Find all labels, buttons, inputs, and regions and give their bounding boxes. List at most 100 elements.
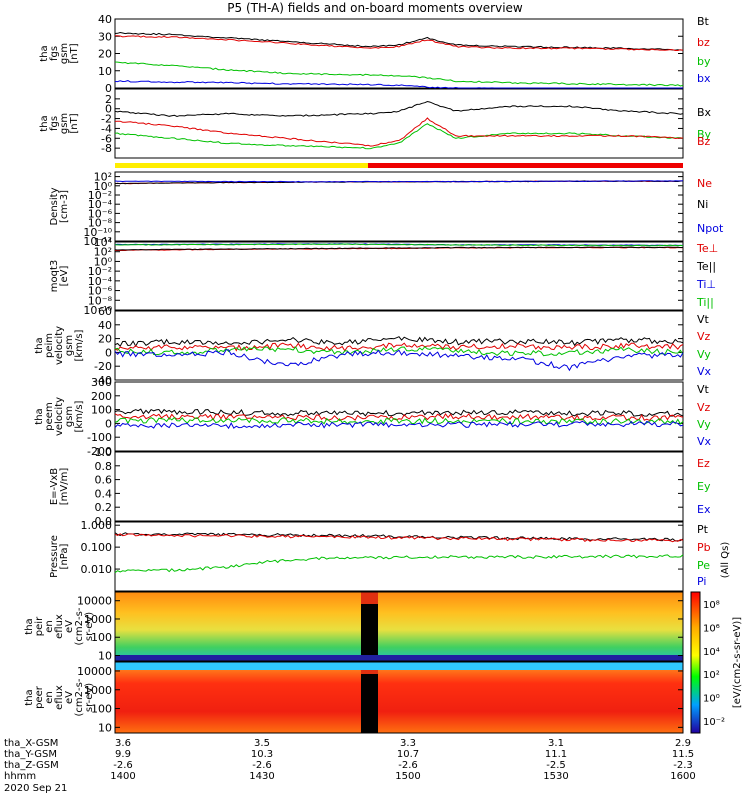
data-gap-top — [361, 592, 378, 604]
y-tick-label: 10⁻¹² — [83, 235, 112, 248]
y-tick-label: -40 — [94, 374, 112, 387]
series-line-bz — [115, 35, 684, 51]
legend-label: Ex — [697, 503, 711, 516]
y-tick-label: -2 — [101, 113, 112, 126]
y-axis-label: peir — [34, 616, 45, 636]
y-axis-label: eflux — [54, 614, 65, 639]
y-tick-label: 100 — [91, 703, 112, 716]
legend-label: Ti⊥ — [696, 278, 716, 291]
x-tick-label: 3.5 — [254, 738, 270, 749]
x-row-label: tha_Z-GSM — [4, 760, 59, 771]
y-tick-label: 10² — [94, 246, 112, 259]
y-tick-label: 20 — [98, 333, 112, 346]
series-line-Pb — [114, 533, 684, 543]
y-tick-label: 10 — [98, 650, 112, 663]
y-axis-label: Pressure — [49, 535, 60, 578]
x-tick-label: 11.1 — [545, 749, 567, 760]
y-axis-label: eflux — [54, 685, 65, 710]
y-axis-label: [nPa] — [59, 543, 70, 569]
legend-label: Vt — [697, 313, 710, 326]
y-tick-label: -20 — [94, 360, 112, 373]
legend-label: Vz — [697, 330, 711, 343]
legend-label: Npot — [697, 222, 724, 235]
y-tick-label: 60 — [98, 305, 112, 318]
x-axis-labels: tha_X-GSM 3.6 3.5 3.3 3.1 2.9 tha_Y-GSM 9.9 10.3… — [4, 738, 696, 794]
colorbar-tick-label: 10² — [703, 670, 720, 681]
legend-label: Bx — [697, 106, 712, 119]
legend-label: Vx — [697, 365, 712, 378]
x-tick-label: 1500 — [395, 771, 420, 782]
y-tick-label: 0 — [105, 82, 112, 95]
panel-frame — [114, 381, 684, 452]
x-tick-label: 1530 — [543, 771, 568, 782]
x-row-label: hhmm — [4, 771, 36, 782]
y-tick-label: 0.4 — [95, 487, 113, 500]
legend-label: By — [697, 128, 712, 141]
colorbar-gradient — [690, 591, 701, 734]
y-axis-label: (cm2-s- — [74, 678, 85, 716]
y-tick-label: 10⁻⁸ — [88, 294, 113, 307]
y-tick-label: 0 — [105, 346, 112, 359]
legend-label: Ey — [697, 480, 711, 493]
y-tick-label: 10⁻² — [88, 189, 112, 202]
y-tick-label: 100 — [91, 404, 112, 417]
y-axis-label: Density — [49, 187, 60, 225]
y-tick-label: 300 — [91, 376, 112, 389]
y-tick-label: 1000 — [84, 613, 112, 626]
colorbar-tick-label: 10⁸ — [703, 600, 720, 611]
colorbar-label-2: (All Qs) — [720, 542, 731, 579]
x-tick-label: 1600 — [670, 771, 695, 782]
legend-label: Pe — [697, 559, 710, 572]
y-tick-label: 1.000 — [81, 519, 113, 532]
y-axis-label: [mV/m] — [59, 468, 70, 506]
x-tick-label: -2.5 — [546, 760, 566, 771]
y-axis-label: tha — [34, 337, 45, 353]
legend-label: by — [697, 55, 711, 68]
y-tick-label: 10⁰ — [94, 255, 113, 268]
y-tick-label: 10000 — [77, 595, 112, 608]
series-line-Bt — [114, 31, 684, 51]
legend-label: bz — [697, 36, 710, 49]
x-row-label: tha_Y-GSM — [4, 749, 57, 760]
y-axis-label: gsm — [64, 406, 75, 427]
y-tick-label: 0.0 — [95, 515, 113, 528]
y-axis-label: tha — [24, 689, 35, 705]
series-line-Vz — [114, 412, 684, 422]
panel-frame — [114, 661, 684, 734]
y-tick-label: 10⁴ — [94, 236, 113, 249]
y-tick-label: 10 — [98, 721, 112, 734]
y-axis-label: tha — [39, 115, 50, 131]
y-axis-label: en — [44, 691, 55, 704]
spectrogram-image — [115, 592, 683, 661]
y-axis-label: moqt3 — [49, 260, 60, 293]
y-axis-label: [km/s] — [74, 400, 85, 432]
y-tick-label: 10⁻¹⁰ — [83, 226, 112, 239]
series-line-By — [114, 123, 684, 150]
panel-fgs_mag: 40 30 20 10 0 tha fgs gsm [nT] Bt bz by bx — [39, 13, 711, 95]
y-tick-label: 10⁻⁶ — [88, 285, 113, 298]
y-tick-label: 30 — [98, 30, 112, 43]
legend-label: Te|| — [696, 260, 716, 273]
x-tick-label: -2.6 — [113, 760, 133, 771]
series-line-Vy — [114, 416, 684, 425]
data-gap — [361, 662, 378, 733]
legend-label: Ni — [697, 198, 708, 211]
series-line-Vz — [114, 342, 684, 352]
y-axis-label: gsm — [59, 113, 70, 134]
panel-frame — [114, 451, 684, 522]
y-axis-label: E=-VxB — [49, 468, 60, 505]
y-tick-label: 10² — [94, 171, 112, 184]
y-tick-label: 10⁰ — [94, 180, 113, 193]
y-axis-label: gsm — [64, 335, 75, 356]
legend-label: Pt — [697, 523, 709, 536]
series-line-Npot — [114, 180, 684, 183]
y-axis-label: eV — [64, 620, 75, 633]
y-tick-label: 10000 — [77, 665, 112, 678]
